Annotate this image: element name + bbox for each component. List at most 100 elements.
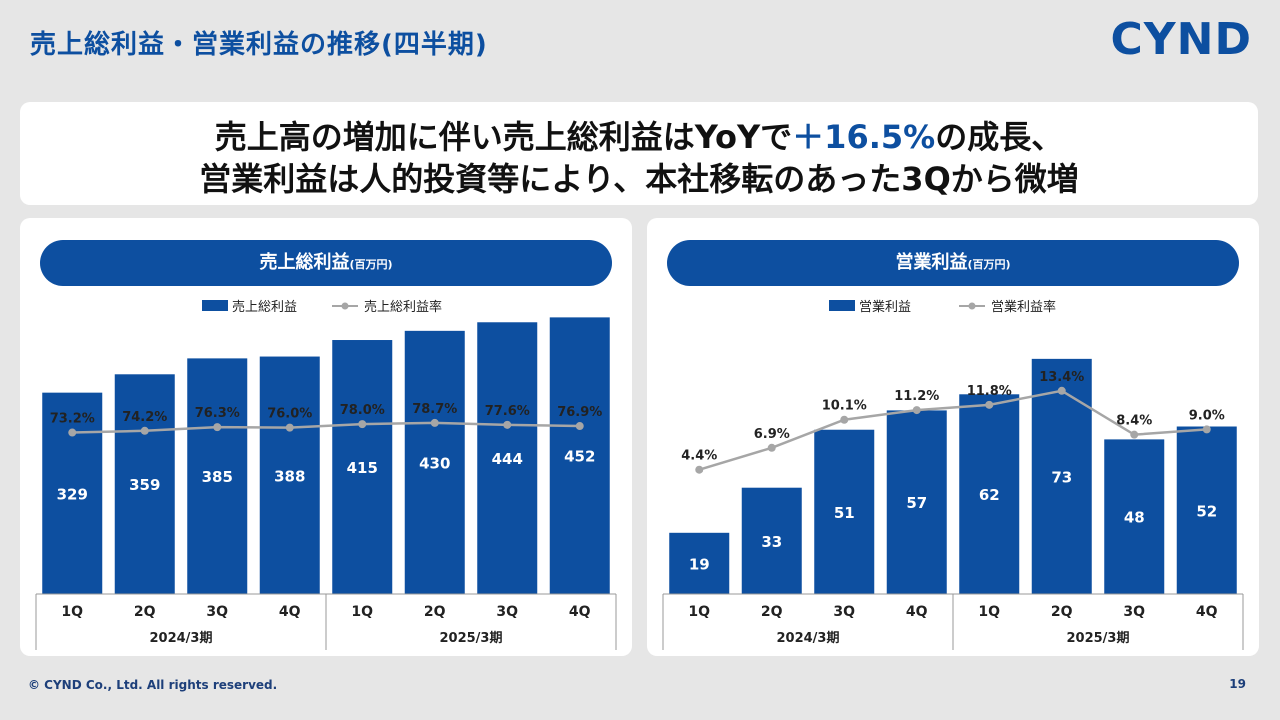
bar-value-label: 452: [564, 448, 595, 466]
rate-label: 76.0%: [267, 407, 312, 422]
bar: [477, 322, 538, 594]
legend-line-marker: [968, 302, 976, 310]
headline-box: 売上高の増加に伴い売上総利益はYoYで＋16.5%の成長、 営業利益は人的投資等…: [20, 102, 1258, 205]
group-label: 2025/3期: [1067, 631, 1130, 646]
rate-point: [140, 426, 149, 435]
chart-legend: 営業利益 営業利益率: [829, 299, 1056, 315]
bar: [1104, 439, 1165, 594]
group-label: 2024/3期: [150, 631, 213, 646]
page-title: 売上総利益・営業利益の推移(四半期): [30, 30, 488, 60]
bar: [814, 429, 875, 594]
chart-legend: 売上総利益 売上総利益率: [202, 299, 442, 315]
bar: [114, 374, 175, 594]
bar: [259, 356, 320, 594]
bar: [332, 340, 393, 594]
rate-point: [358, 420, 367, 429]
page-number: 19: [1229, 677, 1246, 691]
operating-profit-title: 営業利益: [895, 252, 968, 273]
operating-profit-panel: 営業利益(百万円) 営業利益 営業利益率 19 33 51 57 62 73 48 52 4.4% 6…: [647, 218, 1259, 656]
category-label: 1Q: [351, 604, 373, 620]
bar-value-label: 73: [1051, 468, 1072, 486]
category-label: 4Q: [279, 604, 301, 620]
rate-label: 77.6%: [485, 404, 530, 419]
legend-line-marker: [341, 302, 349, 310]
category-label: 1Q: [61, 604, 83, 620]
rate-point: [213, 423, 222, 432]
bar: [404, 330, 465, 594]
headline-line-2: 営業利益は人的投資等により、本社移転のあった3Qから微増: [199, 160, 1079, 198]
category-label: 3Q: [1123, 604, 1145, 620]
operating-profit-header: 営業利益(百万円): [667, 240, 1239, 286]
rate-label: 76.3%: [195, 406, 240, 421]
bar-value-label: 385: [202, 468, 233, 486]
bar-value-label: 444: [492, 450, 523, 468]
bar: [187, 358, 248, 594]
headline-line-1: 売上高の増加に伴い売上総利益はYoYで＋16.5%の成長、: [20, 112, 1258, 158]
rate-point: [1057, 386, 1066, 395]
category-label: 2Q: [761, 604, 783, 620]
category-axis: 1Q 2Q 3Q 4Q 1Q 2Q 3Q 4Q 2024/3期 2025/3期: [35, 593, 617, 650]
rate-label: 4.4%: [681, 449, 717, 464]
group-label: 2024/3期: [777, 631, 840, 646]
bar-value-label: 57: [906, 494, 927, 512]
gross-profit-title: 売上総利益: [259, 252, 350, 273]
bar: [886, 410, 947, 594]
rate-point: [285, 423, 294, 432]
rate-point: [1202, 425, 1211, 434]
category-label: 2Q: [424, 604, 446, 620]
bar: [959, 394, 1020, 594]
rate-point: [985, 400, 994, 409]
gross-profit-panel: 売上総利益(百万円) 売上総利益 売上総利益率 329 359 385 388 415 430…: [20, 218, 632, 656]
company-logo: CYND: [1110, 14, 1252, 65]
rate-label: 6.9%: [754, 427, 790, 442]
bar-value-label: 62: [979, 486, 1000, 504]
headline-text-post: の成長、: [935, 118, 1064, 156]
category-label: 4Q: [906, 604, 928, 620]
bar-value-label: 19: [689, 555, 710, 573]
rate-label: 13.4%: [1039, 370, 1084, 385]
bar: [549, 317, 610, 594]
category-label: 3Q: [833, 604, 855, 620]
legend-bar-label: 営業利益: [859, 299, 911, 315]
bar: [1176, 426, 1237, 594]
rate-label: 8.4%: [1116, 414, 1152, 429]
bar: [1031, 358, 1092, 594]
bar-value-label: 430: [419, 454, 450, 472]
category-label: 1Q: [688, 604, 710, 620]
category-label: 1Q: [978, 604, 1000, 620]
rate-point: [767, 443, 776, 452]
headline-accent-value: ＋16.5%: [792, 118, 936, 156]
gross-profit-header: 売上総利益(百万円): [40, 240, 612, 286]
operating-profit-chart: 営業利益 営業利益率 19 33 51 57 62 73 48 52 4.4% 6.9% 10.1% 11…: [662, 299, 1244, 650]
bar-value-label: 415: [347, 459, 378, 477]
operating-profit-unit: (百万円): [967, 258, 1011, 271]
legend-line-label: 売上総利益率: [364, 299, 442, 315]
copyright-text: © CYND Co., Ltd. All rights reserved.: [28, 678, 278, 692]
rate-point: [68, 428, 77, 437]
category-label: 3Q: [206, 604, 228, 620]
bar-value-label: 388: [274, 467, 305, 485]
gross-profit-chart: 売上総利益 売上総利益率 329 359 385 388 415 430 444 452 73.2%…: [35, 299, 617, 650]
gross-profit-unit: (百万円): [349, 258, 393, 271]
bar-value-label: 52: [1196, 502, 1217, 520]
rate-point: [695, 465, 704, 474]
bar-value-label: 48: [1124, 509, 1145, 527]
bar-value-label: 359: [129, 476, 160, 494]
headline-text-pre: 売上高の増加に伴い売上総利益はYoYで: [214, 118, 793, 156]
bar-value-label: 329: [57, 485, 88, 503]
rate-point: [575, 422, 584, 431]
category-label: 3Q: [496, 604, 518, 620]
bar: [669, 532, 730, 594]
rate-point: [912, 406, 921, 415]
rate-label: 9.0%: [1189, 408, 1225, 423]
rate-point: [1130, 430, 1139, 439]
rate-label: 11.2%: [894, 389, 939, 404]
rate-line: [72, 421, 580, 434]
rate-label: 76.9%: [557, 405, 602, 420]
category-label: 2Q: [134, 604, 156, 620]
rate-label: 78.7%: [412, 402, 457, 417]
bar: [741, 487, 802, 594]
legend-bar-swatch: [202, 300, 228, 311]
rate-label: 10.1%: [822, 399, 867, 414]
category-label: 2Q: [1051, 604, 1073, 620]
